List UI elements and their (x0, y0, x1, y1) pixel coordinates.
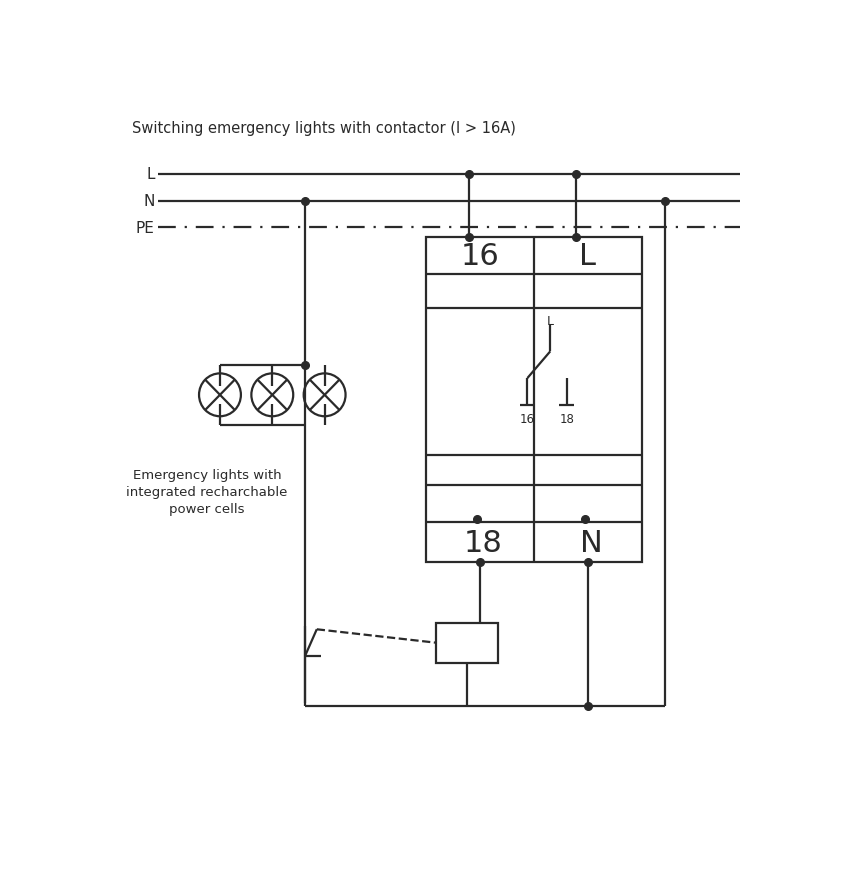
Bar (436, 623, 498, 663)
Text: 18: 18 (560, 412, 574, 425)
Text: L: L (579, 242, 597, 271)
Text: L: L (146, 167, 154, 182)
Text: N: N (143, 194, 154, 209)
Text: Emergency lights with
integrated recharchable
power cells: Emergency lights with integrated recharc… (127, 469, 288, 516)
Text: Switching emergency lights with contactor (I > 16A): Switching emergency lights with contacto… (132, 121, 516, 136)
Bar (426, 238, 642, 562)
Text: 16: 16 (461, 242, 500, 271)
Text: L: L (547, 315, 554, 328)
Text: 18: 18 (464, 528, 503, 557)
Text: N: N (580, 528, 603, 557)
Text: 16: 16 (520, 412, 535, 425)
Text: PE: PE (136, 221, 154, 235)
